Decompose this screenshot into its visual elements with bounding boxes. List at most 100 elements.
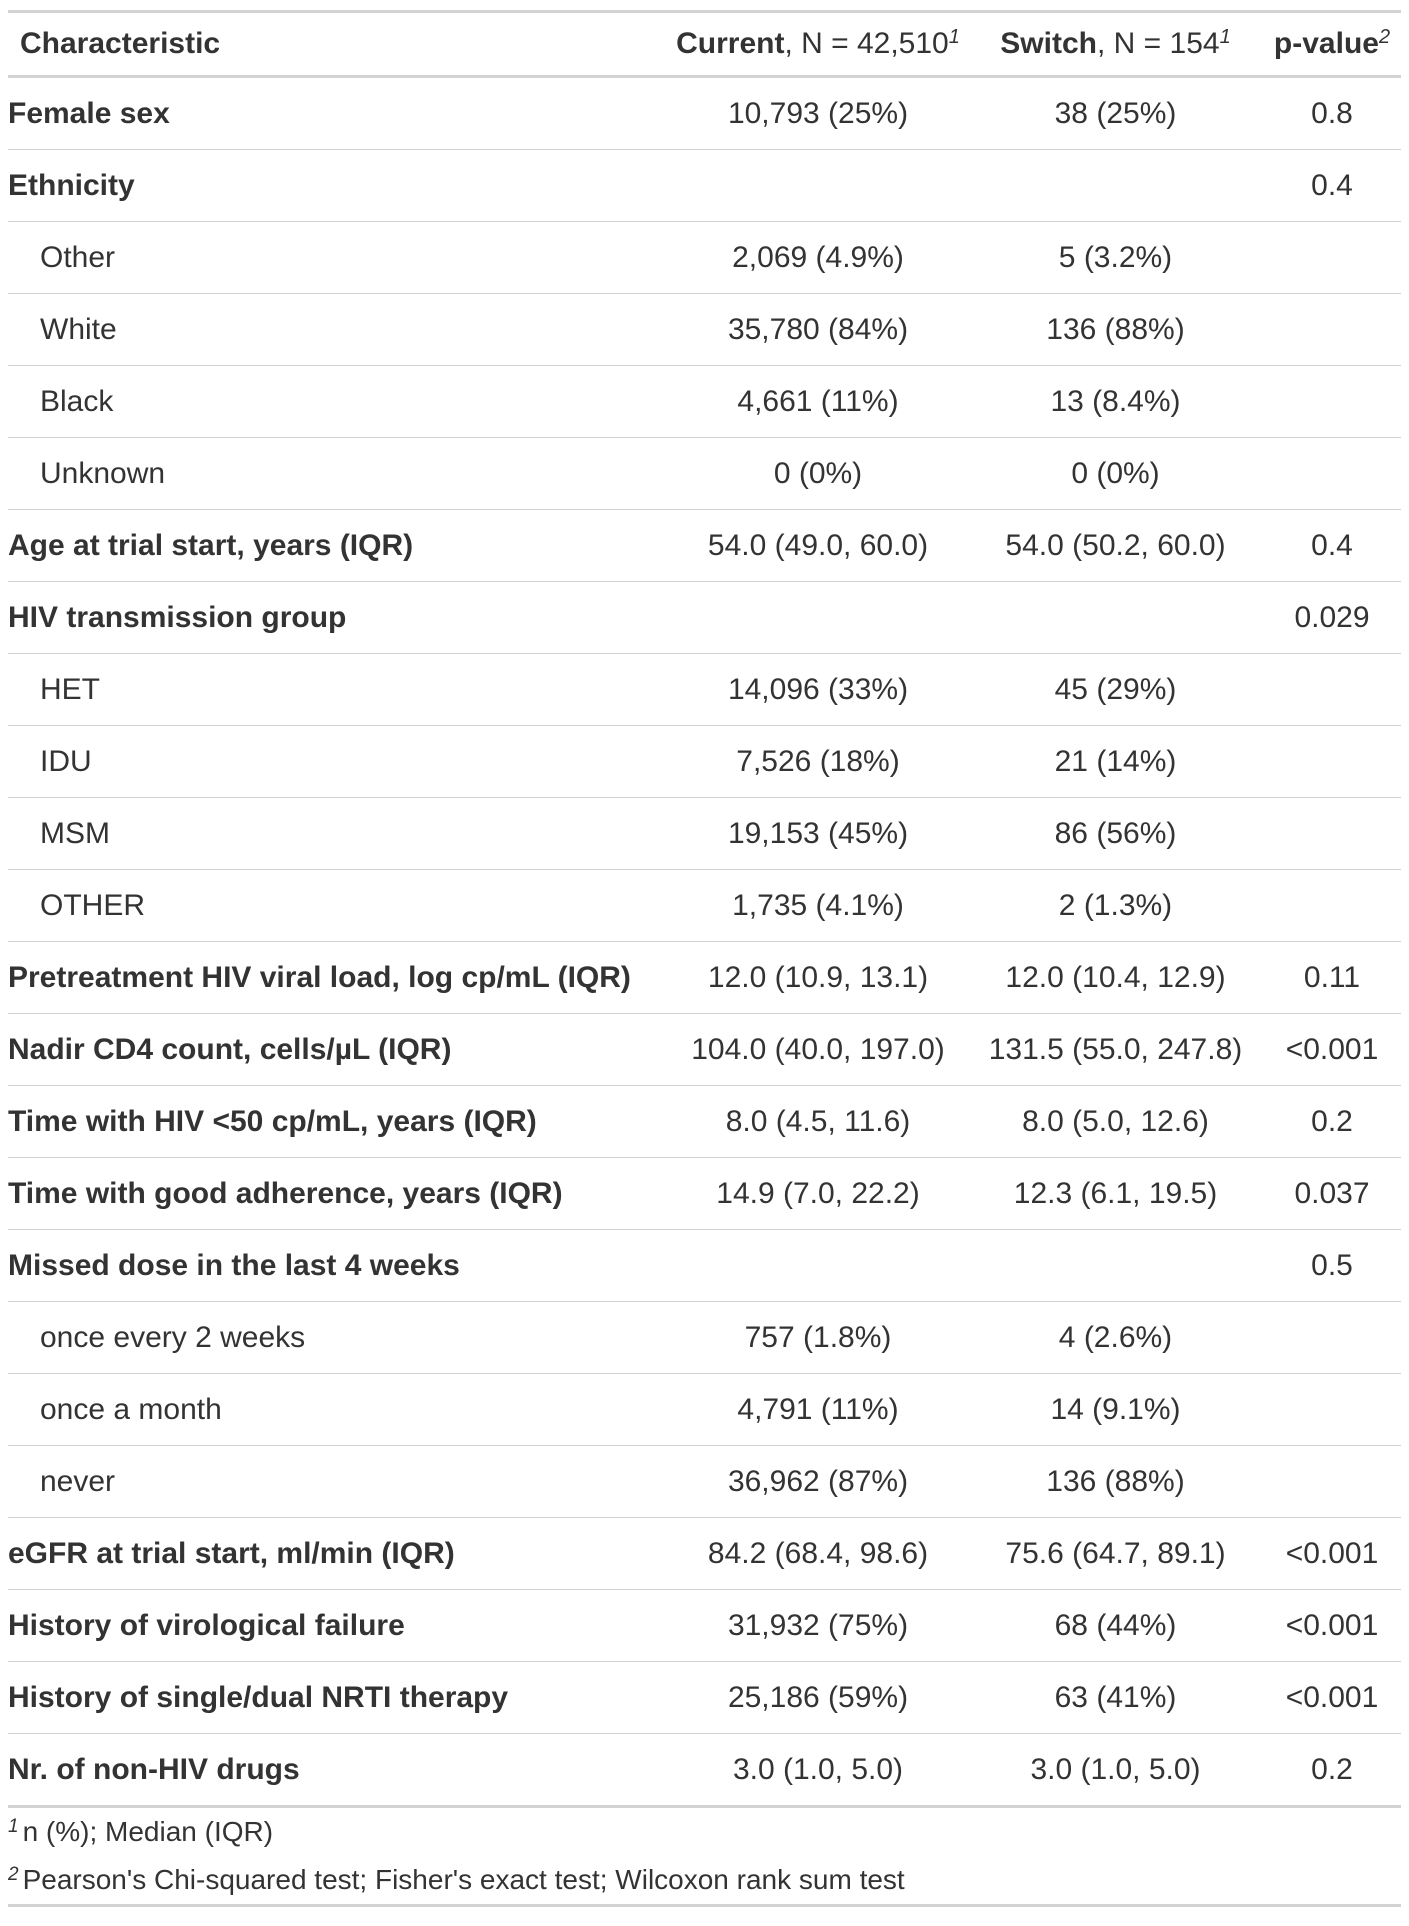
pvalue-cell: <0.001 — [1263, 1517, 1401, 1590]
current-cell: 14.9 (7.0, 22.2) — [668, 1157, 968, 1230]
pvalue-cell: 0.029 — [1263, 581, 1401, 654]
row-label: once every 2 weeks — [8, 1301, 668, 1374]
table-row: Nadir CD4 count, cells/µL (IQR) 104.0 (40… — [8, 1013, 1401, 1086]
footnote-mark: 1 — [8, 1816, 19, 1837]
row-label: once a month — [8, 1373, 668, 1446]
current-cell: 757 (1.8%) — [668, 1301, 968, 1374]
row-label: Black — [8, 365, 668, 438]
row-label: Time with HIV <50 cp/mL, years (IQR) — [8, 1085, 668, 1158]
switch-cell: 136 (88%) — [968, 293, 1263, 366]
switch-cell: 5 (3.2%) — [968, 221, 1263, 294]
footnote-mark: 2 — [8, 1864, 19, 1885]
row-label: never — [8, 1445, 668, 1518]
switch-cell: 21 (14%) — [968, 725, 1263, 798]
switch-cell: 68 (44%) — [968, 1589, 1263, 1662]
current-cell: 36,962 (87%) — [668, 1445, 968, 1518]
switch-cell: 12.0 (10.4, 12.9) — [968, 941, 1263, 1014]
row-label: White — [8, 293, 668, 366]
switch-cell: 14 (9.1%) — [968, 1373, 1263, 1446]
current-cell: 14,096 (33%) — [668, 653, 968, 726]
switch-cell: 4 (2.6%) — [968, 1301, 1263, 1374]
pvalue-cell: 0.4 — [1263, 509, 1401, 582]
pvalue-cell: 0.5 — [1263, 1229, 1401, 1302]
row-label: Ethnicity — [8, 149, 668, 222]
pvalue-cell: <0.001 — [1263, 1013, 1401, 1086]
table-row: HIV transmission group 0.029 — [8, 581, 1401, 654]
table-row: MSM 19,153 (45%) 86 (56%) — [8, 797, 1401, 870]
header-current-label: Current — [676, 27, 785, 60]
row-label: OTHER — [8, 869, 668, 942]
switch-cell: 2 (1.3%) — [968, 869, 1263, 942]
table-row: Time with good adherence, years (IQR) 14.… — [8, 1157, 1401, 1230]
pvalue-cell — [1263, 221, 1401, 294]
pvalue-cell: 0.11 — [1263, 941, 1401, 1014]
current-cell: 104.0 (40.0, 197.0) — [668, 1013, 968, 1086]
table-row: HET 14,096 (33%) 45 (29%) — [8, 653, 1401, 726]
current-cell: 7,526 (18%) — [668, 725, 968, 798]
pvalue-cell: 0.2 — [1263, 1085, 1401, 1158]
table-row: History of virological failure 31,932 (75… — [8, 1589, 1401, 1662]
header-pvalue-footnote-mark: 2 — [1378, 26, 1391, 48]
switch-cell: 136 (88%) — [968, 1445, 1263, 1518]
table-row: History of single/dual NRTI therapy 25,18… — [8, 1661, 1401, 1734]
current-cell: 4,791 (11%) — [668, 1373, 968, 1446]
table-row: Pretreatment HIV viral load, log cp/mL (… — [8, 941, 1401, 1014]
header-current: Current, N = 42,5101 — [668, 11, 968, 78]
table-row: once a month 4,791 (11%) 14 (9.1%) — [8, 1373, 1401, 1446]
header-switch: Switch, N = 1541 — [968, 11, 1263, 78]
current-cell: 2,069 (4.9%) — [668, 221, 968, 294]
table-row: Ethnicity 0.4 — [8, 149, 1401, 222]
header-pvalue-label: p-value — [1273, 27, 1379, 60]
table-body: Female sex 10,793 (25%) 38 (25%) 0.8 Ethnic… — [8, 76, 1401, 1807]
switch-cell: 13 (8.4%) — [968, 365, 1263, 438]
current-cell: 19,153 (45%) — [668, 797, 968, 870]
current-cell: 35,780 (84%) — [668, 293, 968, 366]
pvalue-cell — [1263, 1445, 1401, 1518]
pvalue-cell — [1263, 869, 1401, 942]
switch-cell: 63 (41%) — [968, 1661, 1263, 1734]
current-cell — [668, 1229, 968, 1302]
switch-cell: 75.6 (64.7, 89.1) — [968, 1517, 1263, 1590]
table-row: Female sex 10,793 (25%) 38 (25%) 0.8 — [8, 76, 1401, 150]
table-row: IDU 7,526 (18%) 21 (14%) — [8, 725, 1401, 798]
pvalue-cell: 0.037 — [1263, 1157, 1401, 1230]
pvalue-cell: 0.8 — [1263, 76, 1401, 150]
current-cell: 4,661 (11%) — [668, 365, 968, 438]
row-label: eGFR at trial start, ml/min (IQR) — [8, 1517, 668, 1590]
switch-cell: 12.3 (6.1, 19.5) — [968, 1157, 1263, 1230]
switch-cell: 86 (56%) — [968, 797, 1263, 870]
pvalue-cell — [1263, 725, 1401, 798]
table-row: once every 2 weeks 757 (1.8%) 4 (2.6%) — [8, 1301, 1401, 1374]
row-label: Time with good adherence, years (IQR) — [8, 1157, 668, 1230]
header-current-footnote-mark: 1 — [948, 26, 960, 48]
current-cell: 0 (0%) — [668, 437, 968, 510]
row-label: IDU — [8, 725, 668, 798]
row-label: Nadir CD4 count, cells/µL (IQR) — [8, 1013, 668, 1086]
switch-cell — [968, 149, 1263, 222]
row-label: Unknown — [8, 437, 668, 510]
row-label: Pretreatment HIV viral load, log cp/mL (… — [8, 941, 668, 1014]
table-row: Other 2,069 (4.9%) 5 (3.2%) — [8, 221, 1401, 294]
header-characteristic: Characteristic — [8, 11, 668, 78]
pvalue-cell — [1263, 797, 1401, 870]
switch-cell: 38 (25%) — [968, 76, 1263, 150]
switch-cell: 0 (0%) — [968, 437, 1263, 510]
row-label: Other — [8, 221, 668, 294]
pvalue-cell — [1263, 365, 1401, 438]
current-cell: 25,186 (59%) — [668, 1661, 968, 1734]
current-cell: 8.0 (4.5, 11.6) — [668, 1085, 968, 1158]
pvalue-cell — [1263, 437, 1401, 510]
table-row: never 36,962 (87%) 136 (88%) — [8, 1445, 1401, 1518]
pvalue-cell — [1263, 1301, 1401, 1374]
header-switch-n: , N = 154 — [1096, 27, 1220, 60]
row-label: History of virological failure — [8, 1589, 668, 1662]
table-row: OTHER 1,735 (4.1%) 2 (1.3%) — [8, 869, 1401, 942]
current-cell: 54.0 (49.0, 60.0) — [668, 509, 968, 582]
footnote: 2 Pearson's Chi-squared test; Fisher's ex… — [8, 1856, 1401, 1904]
switch-cell: 8.0 (5.0, 12.6) — [968, 1085, 1263, 1158]
footnote-text: Pearson's Chi-squared test; Fisher's exa… — [22, 1864, 905, 1895]
table-row: Time with HIV <50 cp/mL, years (IQR) 8.0 … — [8, 1085, 1401, 1158]
summary-table: Characteristic Current, N = 42,5101 Swit… — [8, 10, 1401, 1907]
current-cell: 3.0 (1.0, 5.0) — [732, 1752, 904, 1786]
